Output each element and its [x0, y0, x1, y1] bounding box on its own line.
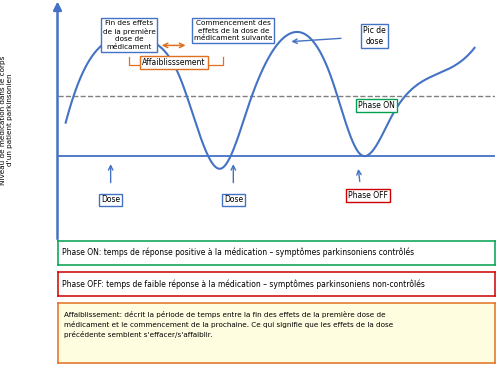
Text: Affaiblissement: décrit la période de temps entre la fin des effets de la premiè: Affaiblissement: décrit la période de te… [64, 310, 394, 337]
Text: Niveau de médication dans le corps
d'un patient parkinsonien: Niveau de médication dans le corps d'un … [0, 56, 13, 185]
Text: Phase OFF: Phase OFF [348, 191, 388, 199]
Text: Phase ON: temps de réponse positive à la médication – symptômes parkinsoniens co: Phase ON: temps de réponse positive à la… [62, 248, 414, 257]
Text: Pic de
dose: Pic de dose [363, 26, 386, 46]
Text: Phase OFF: temps de faible réponse à la médication – symptômes parkinsoniens non: Phase OFF: temps de faible réponse à la … [62, 279, 425, 289]
Text: Dose: Dose [224, 195, 243, 205]
Text: Commencement des
effets de la dose de
médicament suivante: Commencement des effets de la dose de mé… [194, 20, 272, 41]
Text: Dose: Dose [101, 195, 120, 205]
Text: Affaiblisssement: Affaiblisssement [142, 58, 206, 67]
Text: Phase ON: Phase ON [358, 101, 395, 110]
Text: Fin des effets
de la première
dose de
médicament: Fin des effets de la première dose de mé… [102, 20, 156, 50]
